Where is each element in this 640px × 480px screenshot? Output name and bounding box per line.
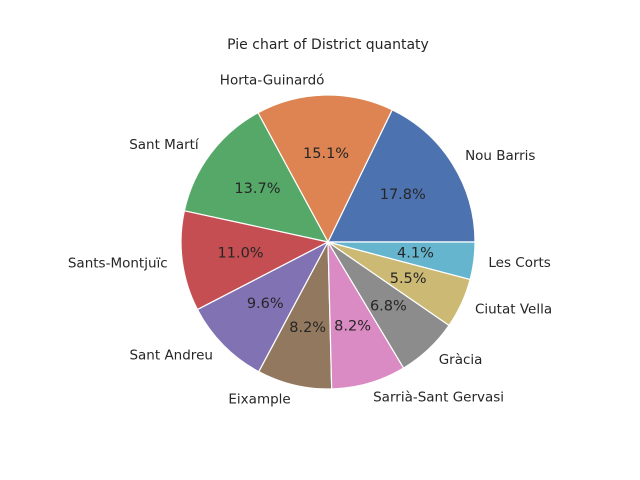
percent-label-horta-guinardo: 15.1%: [303, 146, 349, 162]
pie-slice-sant-marti: [183, 112, 329, 243]
pie-slices: [180, 94, 476, 390]
percent-label-sarria-sant-gervasi: 8.2%: [334, 319, 371, 335]
percent-labels: 17.8% 15.1% 13.7% 11.0% 9.6% 8.2% 8.2% 6.8% 5.5%…: [218, 146, 434, 336]
slice-label-eixample: Eixample: [228, 391, 290, 407]
slice-label-les-corts: Les Corts: [488, 255, 550, 271]
slice-label-sant-marti: Sant Martí: [129, 137, 200, 153]
slice-label-horta-guinardo: Horta-Guinardó: [220, 72, 325, 88]
percent-label-ciutat-vella: 5.5%: [390, 271, 427, 287]
pie-slice-nou-barris: [327, 109, 476, 243]
percent-label-eixample: 8.2%: [289, 320, 326, 336]
percent-label-les-corts: 4.1%: [397, 245, 434, 261]
slice-label-sant-andreu: Sant Andreu: [129, 348, 212, 364]
slice-label-nou-barris: Nou Barris: [465, 148, 535, 164]
percent-label-sants-montjuic: 11.0%: [218, 246, 264, 262]
slice-label-sants-montjuic: Sants-Montjuïc: [68, 255, 168, 271]
pie-slice-les-corts: [327, 241, 476, 281]
percent-label-sant-andreu: 9.6%: [247, 296, 284, 312]
chart-title: Pie chart of District quantaty: [227, 37, 429, 53]
slice-labels: Nou Barris Horta-Guinardó Sant Martí Sants-…: [68, 72, 552, 407]
slice-label-sarria-sant-gervasi: Sarrià-Sant Gervasi: [373, 389, 504, 405]
percent-label-sant-marti: 13.7%: [234, 181, 280, 197]
slice-label-gracia: Gràcia: [439, 352, 483, 368]
slice-label-ciutat-vella: Ciutat Vella: [475, 301, 552, 317]
percent-label-gracia: 6.8%: [370, 298, 407, 314]
pie-slice-sant-andreu: [196, 241, 329, 373]
pie-slice-horta-guinardo: [257, 94, 393, 243]
pie-slice-sants-montjuic: [180, 210, 329, 311]
percent-label-nou-barris: 17.8%: [380, 187, 426, 203]
